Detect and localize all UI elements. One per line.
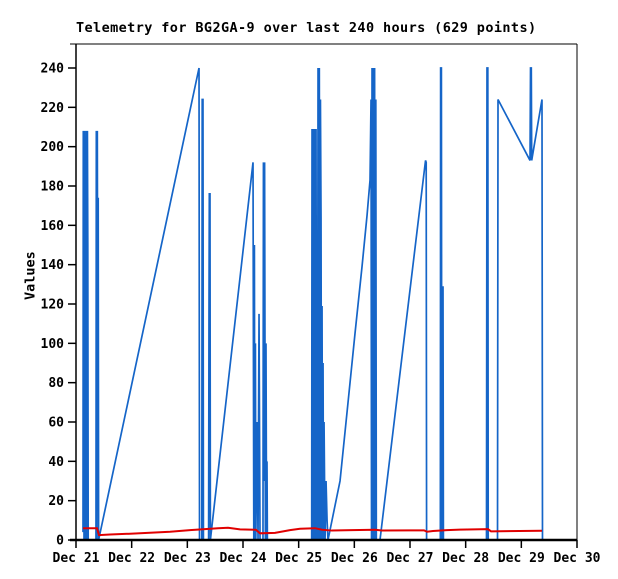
y-tick-label: 120 [41, 298, 65, 313]
x-tick-label: Dec 22 [108, 551, 155, 566]
y-tick-label: 200 [41, 140, 65, 155]
x-tick-label: Dec 24 [220, 551, 267, 566]
x-tick-label: Dec 23 [164, 551, 211, 566]
x-tick-label: Dec 29 [498, 551, 545, 566]
y-tick-label: 40 [48, 455, 64, 470]
y-tick-label: 100 [41, 337, 65, 352]
y-tick-label: 220 [41, 101, 65, 116]
y-tick-label: 60 [48, 416, 64, 431]
y-tick-label: 80 [48, 376, 64, 391]
series-line-red [83, 526, 543, 537]
y-tick-label: 160 [41, 219, 65, 234]
y-tick-label: 140 [41, 258, 65, 273]
x-tick-label: Dec 25 [275, 551, 322, 566]
x-tick-label: Dec 21 [53, 551, 100, 566]
x-tick-label: Dec 28 [442, 551, 489, 566]
x-tick-label: Dec 30 [554, 551, 601, 566]
y-tick-label: 240 [41, 62, 65, 77]
y-tick-label: 20 [48, 494, 64, 509]
x-tick-label: Dec 27 [387, 551, 434, 566]
y-tick-label: 0 [56, 534, 64, 549]
chart-title: Telemetry for BG2GA-9 over last 240 hour… [76, 20, 537, 36]
x-tick-label: Dec 26 [331, 551, 378, 566]
y-tick-label: 180 [41, 180, 65, 195]
series-line-blue [82, 67, 544, 541]
y-axis-label: Values [22, 251, 39, 300]
